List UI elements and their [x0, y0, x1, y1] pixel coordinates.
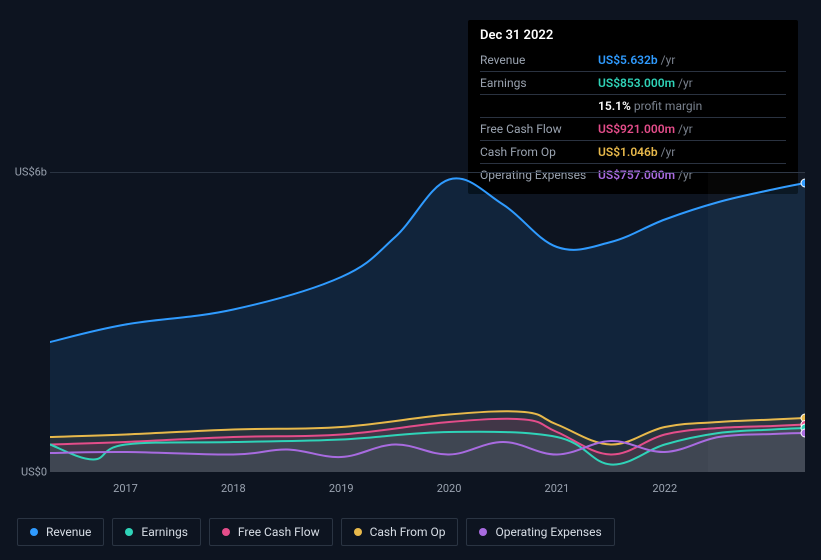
legend-label: Revenue	[46, 525, 91, 539]
legend-label: Operating Expenses	[495, 525, 601, 539]
y-tick-label: US$0	[21, 466, 47, 479]
tooltip-metric-suffix: /yr	[678, 122, 693, 136]
tooltip-metric-value: US$921.000m	[598, 122, 675, 136]
legend-item[interactable]: Operating Expenses	[466, 518, 614, 546]
legend-swatch	[30, 528, 38, 536]
tooltip-metric-value-wrap: US$5.632b/yr	[598, 53, 675, 67]
legend-label: Free Cash Flow	[238, 525, 320, 539]
tooltip-metric-suffix: /yr	[661, 53, 676, 67]
chart-svg	[50, 172, 805, 472]
tooltip-metric-value: US$1.046b	[598, 145, 658, 159]
chart-legend: Revenue Earnings Free Cash Flow Cash From O…	[17, 518, 615, 546]
tooltip-metric-value-wrap: US$853.000m/yr	[598, 76, 693, 90]
tooltip-metric-value: US$5.632b	[598, 53, 658, 67]
legend-swatch	[354, 528, 362, 536]
tooltip-row: 15.1%profit margin	[480, 94, 786, 117]
x-tick-label: 2019	[329, 482, 354, 495]
y-tick-label: US$6b	[15, 166, 47, 179]
x-tick-label: 2022	[652, 482, 677, 495]
chart-tooltip: Dec 31 2022 RevenueUS$5.632b/yrEarningsU…	[468, 20, 798, 194]
legend-item[interactable]: Cash From Op	[341, 518, 459, 546]
tooltip-metric-value: 15.1%	[598, 99, 631, 113]
chart-plot-area[interactable]	[50, 172, 805, 472]
tooltip-row: Free Cash FlowUS$921.000m/yr	[480, 117, 786, 140]
x-axis: 2017 2018 2019 2020 2021 2022	[50, 480, 805, 500]
legend-swatch	[222, 528, 230, 536]
tooltip-date: Dec 31 2022	[480, 28, 786, 49]
tooltip-metric-value: US$853.000m	[598, 76, 675, 90]
legend-label: Earnings	[141, 525, 188, 539]
tooltip-metric-label: Earnings	[480, 76, 598, 90]
x-tick-label: 2018	[221, 482, 246, 495]
tooltip-metric-label: Cash From Op	[480, 145, 598, 159]
tooltip-row: Cash From OpUS$1.046b/yr	[480, 140, 786, 163]
tooltip-row: RevenueUS$5.632b/yr	[480, 49, 786, 71]
tooltip-metric-label	[480, 99, 598, 113]
tooltip-row: EarningsUS$853.000m/yr	[480, 71, 786, 94]
tooltip-metric-value-wrap: US$921.000m/yr	[598, 122, 693, 136]
tooltip-metric-value-wrap: 15.1%profit margin	[598, 99, 702, 113]
legend-item[interactable]: Free Cash Flow	[209, 518, 333, 546]
x-tick-label: 2021	[545, 482, 570, 495]
tooltip-metric-label: Free Cash Flow	[480, 122, 598, 136]
legend-item[interactable]: Earnings	[112, 518, 201, 546]
legend-swatch	[479, 528, 487, 536]
forecast-region-shade	[708, 172, 805, 472]
tooltip-metric-suffix: /yr	[661, 145, 676, 159]
tooltip-metric-value-wrap: US$1.046b/yr	[598, 145, 675, 159]
legend-item[interactable]: Revenue	[17, 518, 104, 546]
x-tick-label: 2017	[113, 482, 138, 495]
tooltip-metric-suffix: /yr	[678, 76, 693, 90]
x-tick-label: 2020	[437, 482, 462, 495]
tooltip-metric-label: Revenue	[480, 53, 598, 67]
legend-swatch	[125, 528, 133, 536]
legend-label: Cash From Op	[370, 525, 446, 539]
tooltip-metric-suffix: profit margin	[634, 99, 702, 113]
